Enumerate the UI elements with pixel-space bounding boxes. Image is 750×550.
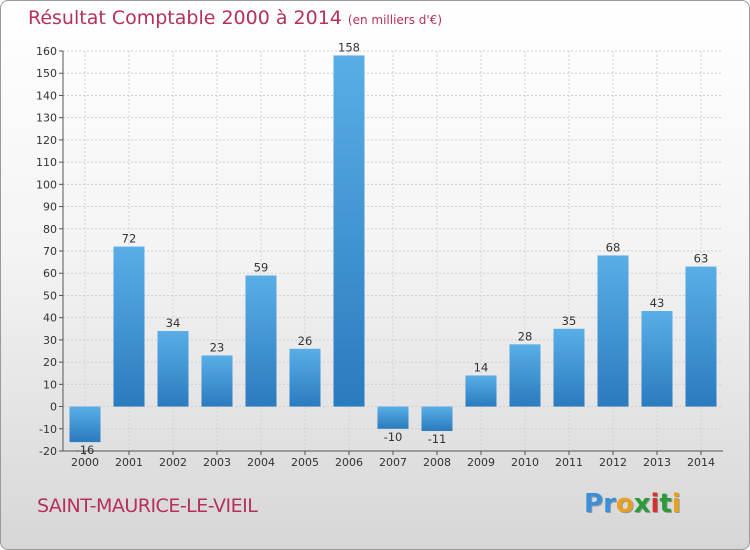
x-tick-label: 2010 (511, 456, 539, 469)
y-tick-label: 160 (36, 45, 57, 58)
y-tick-label: 130 (36, 112, 57, 125)
bar (157, 331, 189, 407)
x-tick-label: 2012 (599, 456, 627, 469)
bar (553, 328, 585, 407)
data-label: 35 (562, 314, 577, 328)
x-tick-label: 2009 (467, 456, 495, 469)
chart-subtitle: (en milliers d'€) (347, 13, 443, 27)
data-label: 28 (518, 329, 533, 343)
y-tick-label: 100 (36, 178, 57, 191)
y-tick-label: 0 (50, 401, 57, 414)
logo-letter: P (584, 489, 604, 519)
data-label: 14 (474, 360, 489, 374)
y-tick-label: 20 (43, 356, 57, 369)
y-tick-label: 10 (43, 378, 57, 391)
bar (421, 406, 453, 431)
bar (333, 55, 365, 407)
bar (113, 246, 145, 407)
bar (377, 406, 409, 429)
y-tick-label: -20 (39, 445, 57, 458)
data-label: 72 (122, 232, 137, 246)
y-tick-label: 40 (43, 312, 57, 325)
bar (685, 266, 717, 407)
logo-letter: i (671, 489, 681, 519)
bar (465, 375, 497, 407)
logo-letter: o (615, 489, 634, 519)
logo-letter: t (659, 489, 672, 519)
y-tick-label: 150 (36, 67, 57, 80)
y-tick-label: 30 (43, 334, 57, 347)
x-tick-label: 2013 (643, 456, 671, 469)
x-tick-label: 2002 (159, 456, 187, 469)
bar (201, 355, 233, 407)
chart-title: Résultat Comptable 2000 à 2014 (en millie… (28, 7, 443, 29)
x-tick-label: 2006 (335, 456, 363, 469)
y-tick-label: 60 (43, 267, 57, 280)
data-label: 68 (606, 240, 621, 254)
x-tick-label: 2003 (203, 456, 231, 469)
x-tick-label: 2000 (71, 456, 99, 469)
data-label: 59 (254, 260, 269, 274)
y-tick-label: 110 (36, 156, 57, 169)
data-label: -10 (384, 430, 403, 444)
logo-letter: r (603, 489, 616, 519)
x-tick-label: 2008 (423, 456, 451, 469)
y-tick-label: 120 (36, 134, 57, 147)
bar (245, 275, 277, 407)
x-tick-label: 2007 (379, 456, 407, 469)
logo-letter: x (633, 489, 651, 519)
bar (69, 406, 101, 443)
y-tick-label: 80 (43, 223, 57, 236)
data-label: 43 (650, 296, 665, 310)
bar (641, 311, 673, 407)
data-label: -16 (76, 443, 95, 457)
data-label: 26 (298, 334, 313, 348)
x-tick-label: 2011 (555, 456, 583, 469)
bar (597, 255, 629, 407)
proxiti-logo[interactable]: Proxiti (584, 489, 681, 519)
data-label: -11 (428, 432, 447, 446)
commune-name: SAINT-MAURICE-LE-VIEIL (37, 495, 258, 517)
y-tick-label: -10 (39, 423, 57, 436)
data-label: 34 (166, 316, 181, 330)
x-tick-label: 2004 (247, 456, 275, 469)
logo-letter: i (650, 489, 660, 519)
bar (509, 344, 541, 407)
x-tick-label: 2014 (687, 456, 715, 469)
y-tick-label: 90 (43, 201, 57, 214)
x-tick-label: 2005 (291, 456, 319, 469)
y-tick-label: 70 (43, 245, 57, 258)
x-tick-label: 2001 (115, 456, 143, 469)
y-tick-label: 140 (36, 89, 57, 102)
bar (289, 348, 321, 407)
y-tick-label: 50 (43, 289, 57, 302)
data-label: 23 (210, 340, 225, 354)
data-label: 158 (338, 40, 360, 54)
data-label: 63 (694, 252, 709, 266)
